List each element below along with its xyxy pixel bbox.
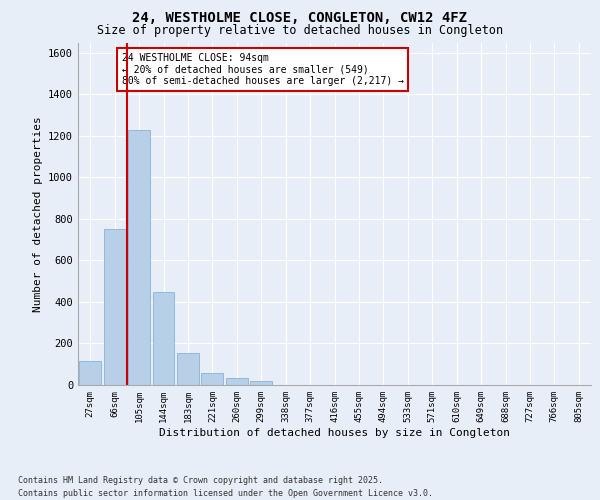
Bar (177, 353, 199, 385)
Y-axis label: Number of detached properties: Number of detached properties (32, 116, 43, 312)
Text: Size of property relative to detached houses in Congleton: Size of property relative to detached ho… (97, 24, 503, 37)
Bar (250, 382, 272, 385)
Text: 24, WESTHOLME CLOSE, CONGLETON, CW12 4FZ: 24, WESTHOLME CLOSE, CONGLETON, CW12 4FZ (133, 11, 467, 25)
X-axis label: Distribution of detached houses by size in Congleton: Distribution of detached houses by size … (159, 428, 510, 438)
Bar (128, 130, 150, 385)
Bar (104, 230, 125, 385)
Text: 24 WESTHOLME CLOSE: 94sqm
← 20% of detached houses are smaller (549)
80% of semi: 24 WESTHOLME CLOSE: 94sqm ← 20% of detac… (122, 53, 404, 86)
Bar (79, 361, 101, 385)
Bar (226, 378, 248, 385)
Text: Contains HM Land Registry data © Crown copyright and database right 2025.: Contains HM Land Registry data © Crown c… (18, 476, 383, 485)
Text: Contains public sector information licensed under the Open Government Licence v3: Contains public sector information licen… (18, 489, 433, 498)
Bar (202, 372, 223, 385)
Bar (152, 292, 175, 385)
